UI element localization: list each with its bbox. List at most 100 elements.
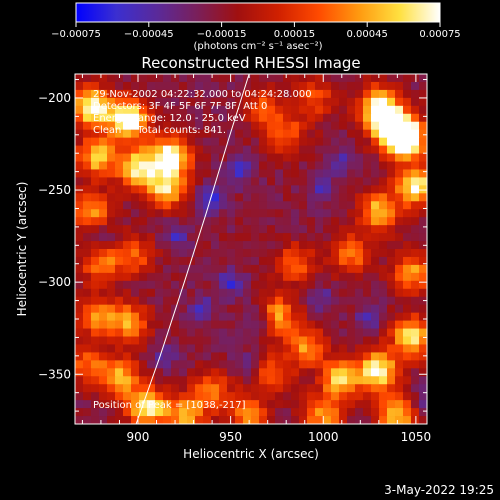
heatmap-cell: [179, 89, 188, 99]
heatmap-cell: [379, 81, 388, 91]
heatmap-cell: [147, 304, 156, 314]
heatmap-cell: [131, 81, 140, 91]
heatmap-cell: [131, 344, 140, 353]
heatmap-cell: [139, 320, 148, 329]
heatmap-cell: [275, 280, 284, 290]
heatmap-cell: [227, 105, 236, 115]
heatmap-cell: [283, 384, 292, 393]
heatmap-cell: [139, 336, 148, 345]
heatmap-cell: [147, 312, 156, 321]
heatmap-cell: [363, 400, 372, 409]
heatmap-cell: [307, 225, 316, 234]
heatmap-cell: [259, 256, 268, 266]
heatmap-cell: [355, 241, 364, 250]
heatmap-cell: [371, 161, 380, 170]
heatmap-cell: [99, 384, 108, 393]
heatmap-cell: [339, 384, 348, 393]
heatmap-cell: [419, 320, 427, 329]
heatmap-cell: [139, 256, 148, 266]
annotation-energy-range: Energy Range: 12.0 - 25.0 keV: [93, 113, 246, 124]
heatmap-cell: [235, 177, 244, 186]
heatmap-cell: [227, 264, 236, 274]
heatmap-cell: [83, 97, 92, 107]
heatmap-cell: [283, 185, 292, 194]
heatmap-cell: [115, 145, 124, 154]
heatmap-cell: [83, 288, 92, 298]
heatmap-cell: [403, 209, 412, 218]
heatmap-cell: [227, 408, 236, 417]
heatmap-cell: [275, 225, 284, 234]
heatmap-cell: [339, 368, 348, 377]
heatmap-cell: [235, 336, 244, 345]
heatmap-cell: [275, 376, 284, 385]
heatmap-cell: [283, 177, 292, 186]
heatmap-cell: [299, 416, 308, 424]
heatmap-cell: [363, 193, 372, 202]
heatmap-cell: [331, 241, 340, 250]
heatmap-cell: [299, 105, 308, 115]
heatmap-cell: [363, 256, 372, 266]
heatmap-cell: [411, 74, 420, 83]
heatmap-cell: [211, 89, 220, 99]
heatmap-cell: [323, 105, 332, 115]
heatmap-cell: [395, 328, 404, 337]
heatmap-cell: [299, 233, 308, 242]
heatmap-cell: [371, 336, 380, 345]
heatmap-cell: [83, 81, 92, 91]
heatmap-cell: [83, 376, 92, 385]
heatmap-cell: [123, 81, 132, 91]
heatmap-cell: [123, 249, 132, 258]
heatmap-cell: [379, 89, 388, 99]
heatmap-cell: [99, 256, 108, 266]
heatmap-cell: [243, 113, 252, 123]
heatmap-cell: [395, 408, 404, 417]
heatmap-cell: [331, 137, 340, 146]
heatmap-cell: [227, 169, 236, 178]
heatmap-cell: [171, 344, 180, 353]
heatmap-cell: [99, 288, 108, 298]
heatmap-cell: [99, 89, 108, 99]
heatmap-cell: [395, 233, 404, 242]
heatmap-cell: [403, 177, 412, 186]
heatmap-cell: [339, 344, 348, 353]
heatmap-cell: [227, 121, 236, 131]
heatmap-cell: [115, 209, 124, 218]
heatmap-cell: [371, 113, 380, 123]
heatmap-cell: [315, 97, 324, 107]
heatmap-cell: [243, 272, 252, 282]
heatmap-cell: [131, 408, 140, 417]
heatmap-cell: [243, 328, 252, 337]
heatmap-cell: [339, 129, 348, 139]
heatmap-cell: [171, 320, 180, 329]
heatmap-cell: [403, 320, 412, 329]
heatmap-cell: [219, 241, 228, 250]
render-timestamp: 3-May-2022 19:25: [384, 483, 494, 497]
heatmap-cell: [91, 145, 100, 154]
heatmap-cell: [75, 74, 84, 83]
heatmap-cell: [363, 304, 372, 314]
heatmap-cell: [307, 217, 316, 226]
heatmap-cell: [83, 320, 92, 329]
heatmap-cell: [331, 368, 340, 377]
heatmap-cell: [147, 129, 156, 139]
heatmap-cell: [107, 233, 116, 242]
heatmap-cell: [395, 137, 404, 146]
heatmap-cell: [147, 225, 156, 234]
heatmap-cell: [291, 392, 300, 401]
heatmap-cell: [347, 113, 356, 123]
heatmap-cell: [211, 185, 220, 194]
heatmap-cell: [395, 145, 404, 154]
heatmap-cell: [219, 312, 228, 321]
heatmap-cell: [379, 137, 388, 146]
heatmap-cell: [195, 121, 204, 131]
heatmap-cell: [251, 89, 260, 99]
heatmap-cell: [315, 177, 324, 186]
heatmap-cell: [339, 400, 348, 409]
heatmap-cell: [291, 201, 300, 210]
heatmap-cell: [227, 304, 236, 314]
heatmap-cell: [283, 400, 292, 409]
heatmap-cell: [323, 320, 332, 329]
heatmap-cell: [203, 201, 212, 210]
heatmap-cell: [171, 177, 180, 186]
heatmap-cell: [347, 193, 356, 202]
